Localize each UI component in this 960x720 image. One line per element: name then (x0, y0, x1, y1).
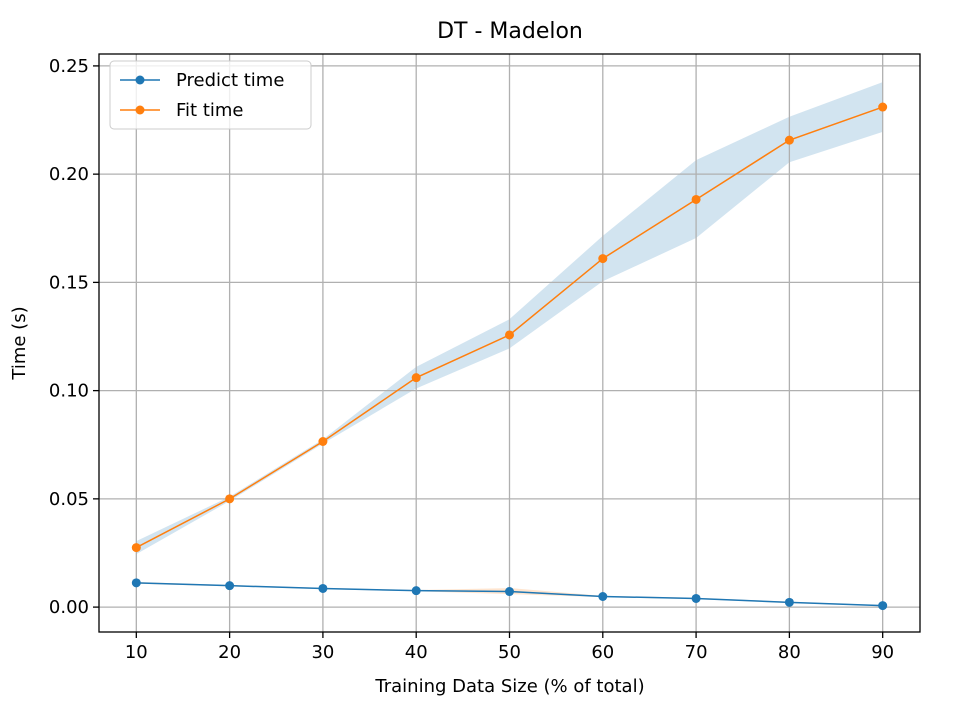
x-tick-label-50: 50 (498, 642, 521, 663)
point-fit-time-20 (225, 494, 235, 504)
x-tick-label-10: 10 (125, 642, 148, 663)
x-tick-label-60: 60 (591, 642, 614, 663)
y-tick-label-0.25: 0.25 (49, 56, 89, 77)
point-fit-time-80 (784, 135, 794, 145)
chart-title: DT - Madelon (437, 19, 583, 44)
legend-marker-fit-time (135, 105, 145, 115)
x-tick-label-40: 40 (405, 642, 428, 663)
point-predict-time-50 (505, 587, 514, 597)
point-fit-time-50 (505, 330, 514, 340)
y-tick-label-0.00: 0.00 (49, 597, 89, 618)
point-predict-time-70 (691, 593, 701, 603)
point-fit-time-10 (131, 543, 141, 553)
legend-box (109, 60, 312, 130)
point-fit-time-40 (411, 373, 421, 383)
point-predict-time-20 (225, 581, 235, 591)
point-predict-time-90 (878, 601, 888, 611)
point-predict-time-80 (784, 597, 794, 607)
x-tick-label-90: 90 (871, 642, 894, 663)
point-predict-time-60 (598, 591, 608, 601)
x-tick-label-70: 70 (685, 642, 708, 663)
point-fit-time-60 (598, 254, 608, 264)
y-axis-ticks: 0.00 0.05 0.10 0.15 0.20 0.25 (49, 56, 99, 618)
point-fit-time-70 (691, 194, 701, 204)
x-axis-ticks: 10 20 30 40 50 60 70 80 90 (125, 632, 894, 663)
point-predict-time-30 (318, 583, 328, 593)
x-axis-label: Training Data Size (% of total) (374, 676, 644, 697)
y-tick-label-0.20: 0.20 (49, 164, 89, 185)
x-tick-label-80: 80 (778, 642, 801, 663)
legend-label-fit-time: Fit time (176, 100, 244, 121)
x-tick-label-30: 30 (311, 642, 334, 663)
legend-marker-predict-time (135, 75, 145, 85)
x-tick-label-20: 20 (218, 642, 241, 663)
legend-label-predict-time: Predict time (176, 70, 284, 91)
point-predict-time-40 (411, 586, 421, 596)
y-tick-label-0.15: 0.15 (49, 272, 89, 293)
y-tick-label-0.10: 0.10 (49, 381, 89, 402)
series-lines (131, 102, 888, 611)
y-tick-label-0.05: 0.05 (49, 489, 89, 510)
point-fit-time-30 (318, 436, 328, 446)
legend: Predict time Fit time (109, 60, 312, 130)
y-axis-label: Time (s) (9, 306, 30, 380)
point-fit-time-90 (878, 102, 888, 112)
point-predict-time-10 (131, 578, 141, 588)
